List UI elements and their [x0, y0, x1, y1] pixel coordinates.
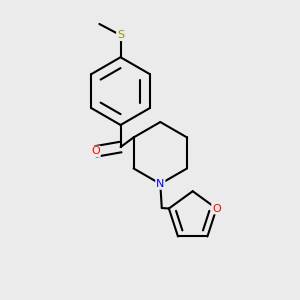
Text: O: O — [212, 203, 221, 214]
Text: N: N — [156, 179, 164, 189]
Text: O: O — [91, 146, 100, 157]
Text: S: S — [117, 30, 124, 40]
